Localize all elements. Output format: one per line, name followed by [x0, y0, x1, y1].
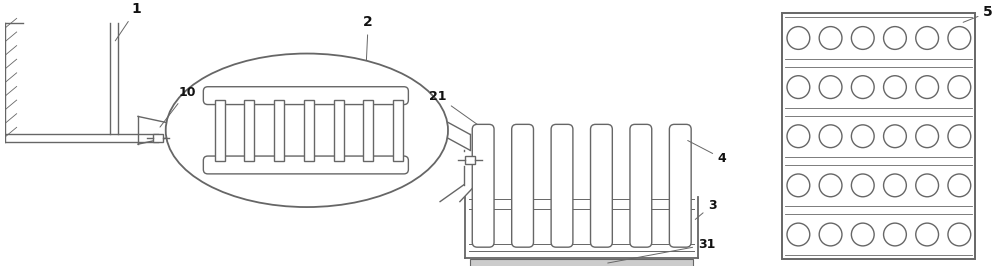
Bar [274, 100, 284, 160]
Circle shape [819, 27, 842, 49]
Text: 5: 5 [963, 5, 993, 22]
Circle shape [948, 27, 971, 49]
Bar [304, 100, 314, 160]
Circle shape [948, 223, 971, 246]
Circle shape [948, 76, 971, 98]
Circle shape [916, 223, 939, 246]
Circle shape [948, 174, 971, 197]
Circle shape [787, 174, 810, 197]
Circle shape [948, 125, 971, 148]
Circle shape [884, 125, 906, 148]
Circle shape [819, 76, 842, 98]
Ellipse shape [166, 53, 448, 207]
Circle shape [787, 27, 810, 49]
Circle shape [851, 223, 874, 246]
Circle shape [884, 76, 906, 98]
Circle shape [884, 223, 906, 246]
Bar [153, 134, 163, 142]
Bar [782, 13, 975, 259]
Circle shape [787, 76, 810, 98]
Circle shape [819, 125, 842, 148]
Bar [334, 100, 344, 160]
Bar [393, 100, 403, 160]
Bar [363, 100, 373, 160]
Circle shape [787, 223, 810, 246]
Bar [215, 100, 225, 160]
Circle shape [787, 125, 810, 148]
Text: 4: 4 [688, 140, 727, 165]
Circle shape [851, 76, 874, 98]
Circle shape [916, 27, 939, 49]
Circle shape [884, 174, 906, 197]
Text: 10: 10 [160, 86, 196, 127]
Text: 2: 2 [363, 15, 373, 60]
FancyBboxPatch shape [203, 156, 408, 174]
Circle shape [916, 76, 939, 98]
FancyBboxPatch shape [591, 124, 612, 247]
Circle shape [851, 27, 874, 49]
Text: 31: 31 [608, 238, 715, 263]
Circle shape [851, 125, 874, 148]
FancyBboxPatch shape [630, 124, 652, 247]
Circle shape [851, 174, 874, 197]
Bar [244, 100, 254, 160]
Text: 21: 21 [429, 90, 490, 134]
FancyBboxPatch shape [512, 124, 533, 247]
FancyBboxPatch shape [203, 87, 408, 105]
Circle shape [916, 174, 939, 197]
Circle shape [819, 223, 842, 246]
Bar [470, 259, 693, 266]
Circle shape [819, 174, 842, 197]
Bar [465, 156, 475, 164]
FancyBboxPatch shape [551, 124, 573, 247]
Text: 1: 1 [115, 2, 141, 41]
FancyBboxPatch shape [472, 124, 494, 247]
Text: 3: 3 [695, 198, 717, 219]
Circle shape [916, 125, 939, 148]
FancyBboxPatch shape [669, 124, 691, 247]
Circle shape [884, 27, 906, 49]
